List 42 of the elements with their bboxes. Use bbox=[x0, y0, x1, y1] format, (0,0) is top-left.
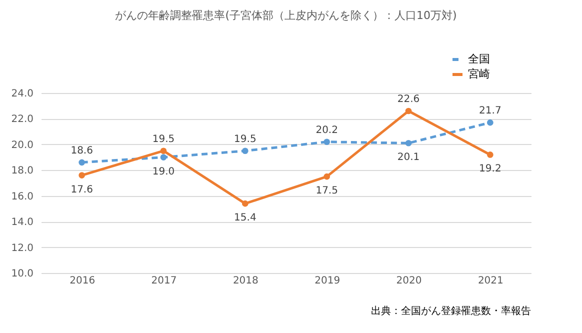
y-tick-label: 20.0 bbox=[11, 140, 34, 151]
x-tick-label: 2017 bbox=[151, 276, 177, 286]
data-label: 17.6 bbox=[70, 184, 93, 196]
chart-title: がんの年齢調整罹患率(子宮体部（上皮内がんを除く）：人口10万対) bbox=[115, 9, 457, 22]
data-label: 19.5 bbox=[152, 134, 175, 145]
y-tick-label: 12.0 bbox=[11, 242, 34, 254]
point bbox=[242, 200, 248, 207]
point bbox=[487, 152, 494, 158]
y-tick-label: 22.0 bbox=[11, 114, 34, 126]
point bbox=[242, 148, 248, 154]
legend-label: 宮崎 bbox=[468, 68, 490, 80]
point bbox=[405, 108, 412, 114]
y-tick-label: 16.0 bbox=[11, 191, 34, 202]
data-label: 15.4 bbox=[234, 212, 256, 224]
x-tick-label: 2016 bbox=[70, 276, 96, 286]
point bbox=[405, 140, 412, 146]
data-label: 22.6 bbox=[397, 94, 420, 105]
y-tick-label: 14.0 bbox=[11, 217, 34, 228]
point bbox=[160, 148, 167, 154]
data-label: 19.5 bbox=[234, 134, 256, 145]
data-label: 17.5 bbox=[316, 186, 338, 197]
data-label: 19.2 bbox=[479, 164, 502, 175]
data-label: 21.7 bbox=[479, 106, 502, 117]
data-label: 18.6 bbox=[70, 145, 93, 156]
legend-label: 全国 bbox=[468, 52, 490, 66]
point bbox=[324, 138, 330, 146]
x-tick-label: 2020 bbox=[396, 276, 422, 286]
data-label: 20.2 bbox=[316, 124, 338, 136]
point bbox=[78, 159, 85, 166]
x-tick-label: 2019 bbox=[314, 276, 340, 286]
point bbox=[78, 172, 85, 178]
data-label: 19.0 bbox=[152, 166, 175, 178]
y-tick-label: 18.0 bbox=[11, 166, 34, 177]
point bbox=[487, 119, 494, 126]
point bbox=[324, 173, 330, 180]
x-tick-label: 2018 bbox=[232, 276, 258, 286]
y-tick-label: 24.0 bbox=[11, 88, 34, 100]
y-tick-label: 10.0 bbox=[11, 268, 34, 280]
x-tick-label: 2021 bbox=[478, 276, 504, 286]
source-note: 出典：全国がん登録罹患数・率報告 bbox=[371, 305, 531, 317]
data-label: 20.1 bbox=[397, 152, 420, 164]
point bbox=[160, 154, 167, 160]
